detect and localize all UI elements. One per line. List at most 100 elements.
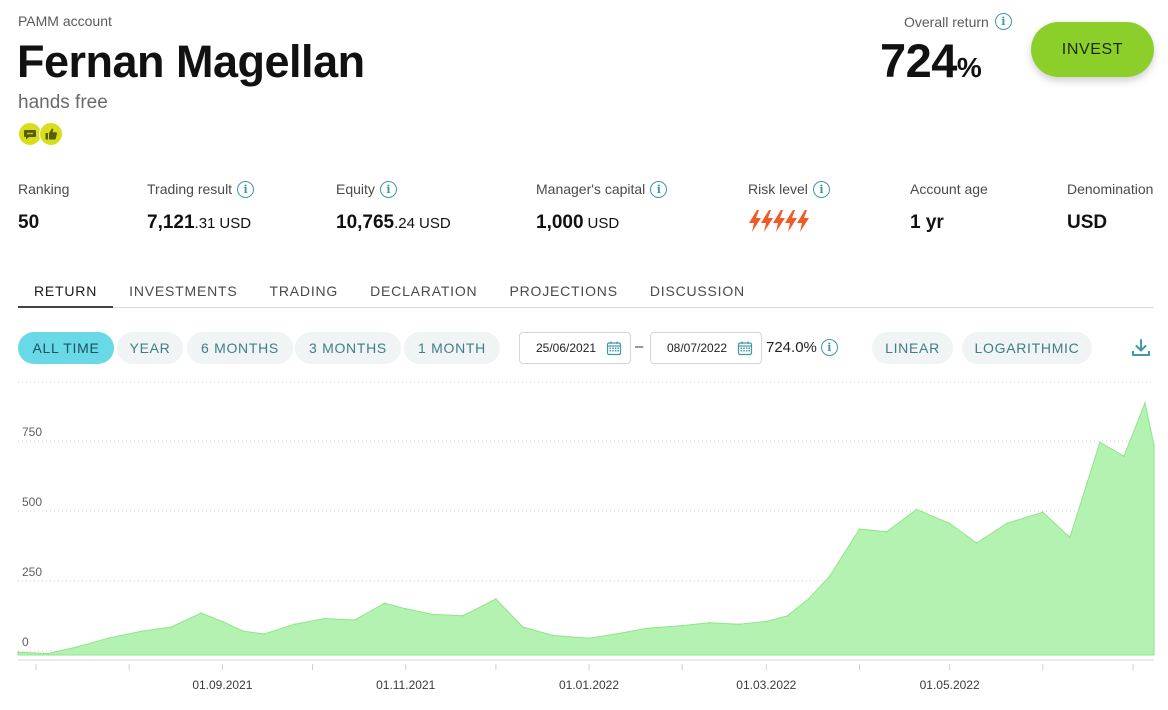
data-point	[858, 528, 861, 530]
date-to-value: 08/07/2022	[667, 341, 728, 355]
lightning-icon	[785, 210, 797, 232]
data-point	[17, 651, 19, 653]
range-year-button[interactable]: YEAR	[117, 332, 183, 364]
stat-value: 1 yr	[910, 212, 944, 233]
data-point	[323, 617, 326, 620]
tab-discussion[interactable]: DISCUSSION	[649, 283, 745, 299]
data-point	[681, 624, 683, 627]
stat-label-row: Risk level i	[748, 180, 830, 198]
range-all-time-button[interactable]: ALL TIME	[18, 332, 114, 364]
data-point	[353, 619, 356, 621]
data-point	[708, 622, 710, 624]
range-1-month-button[interactable]: 1 MONTH	[404, 332, 500, 364]
period-return: 724.0% i	[766, 339, 838, 356]
data-point	[522, 626, 524, 628]
data-point	[1069, 536, 1071, 539]
stat-risk-level: Risk level i	[748, 180, 830, 234]
account-name: Fernan Magellan	[17, 36, 365, 87]
data-point	[885, 531, 888, 533]
date-to-input[interactable]: 08/07/2022	[650, 332, 762, 364]
data-point	[431, 613, 434, 616]
period-return-value: 724.0%	[766, 339, 817, 356]
stat-value: 10,765.24 USD	[336, 212, 451, 234]
stat-ranking: Ranking 50	[18, 180, 69, 234]
tab-declaration[interactable]: DECLARATION	[370, 283, 478, 299]
stat-account-age: Account age 1 yr	[910, 180, 988, 234]
info-icon[interactable]: i	[812, 180, 830, 198]
tab-return[interactable]: RETURN	[18, 280, 114, 308]
data-point	[807, 598, 810, 600]
data-point	[170, 626, 173, 628]
lightning-icon	[797, 210, 809, 232]
data-point	[1005, 522, 1008, 525]
stat-label: Equity	[336, 181, 375, 197]
tab-investments[interactable]: INVESTMENTS	[129, 283, 238, 299]
data-point	[77, 645, 79, 648]
info-icon[interactable]: i	[994, 13, 1012, 30]
overall-return-number: 724	[880, 34, 957, 87]
data-point	[1123, 455, 1125, 458]
risk-level-indicator	[748, 210, 830, 234]
data-point	[738, 623, 741, 625]
invest-button[interactable]: INVEST	[1031, 22, 1154, 77]
stat-label: Manager's capital	[536, 181, 646, 197]
data-point	[107, 637, 109, 639]
data-point	[200, 612, 203, 614]
badges	[18, 122, 63, 146]
account-type-label: PAMM account	[18, 13, 112, 29]
range-3-months-button[interactable]: 3 MONTHS	[295, 332, 401, 364]
overall-return-value: 724%	[880, 33, 982, 88]
info-icon[interactable]: i	[820, 339, 838, 356]
x-tick-label: 01.09.2021	[192, 678, 252, 692]
y-tick-label: 250	[22, 565, 42, 579]
stat-denomination: Denomination USD	[1067, 180, 1153, 234]
stat-value: 50	[18, 212, 40, 233]
date-from-value: 25/06/2021	[536, 341, 597, 355]
value-dec: .24	[394, 215, 415, 232]
x-tick-label: 01.01.2022	[559, 678, 619, 692]
data-point	[588, 637, 590, 639]
info-icon[interactable]: i	[379, 180, 397, 198]
stat-value: USD	[1067, 212, 1108, 233]
data-point	[915, 508, 918, 511]
y-tick-label: 750	[22, 425, 42, 439]
scale-linear-button[interactable]: LINEAR	[872, 332, 953, 364]
data-point	[263, 633, 266, 635]
data-point	[828, 575, 831, 578]
data-point	[404, 608, 407, 610]
value-currency: USD	[418, 215, 451, 232]
stat-label: Ranking	[18, 181, 70, 197]
date-from-input[interactable]: 25/06/2021	[519, 332, 631, 364]
stat-label-row: Equity i	[336, 180, 451, 198]
scale-logarithmic-button[interactable]: LOGARITHMIC	[962, 332, 1092, 364]
range-6-months-button[interactable]: 6 MONTHS	[187, 332, 293, 364]
stat-label: Denomination	[1067, 181, 1154, 197]
section-tabs: RETURN INVESTMENTS TRADING DECLARATION P…	[18, 280, 1154, 308]
return-chart: 0 250 500 750 01.09.2021 01.11.2021 01.01.2022…	[17, 381, 1155, 692]
data-point	[140, 630, 142, 632]
info-icon[interactable]: i	[237, 180, 255, 198]
stat-label: Risk level	[748, 181, 808, 197]
data-point	[47, 652, 49, 655]
x-tick-label: 01.05.2022	[920, 678, 980, 692]
value-int: 1,000	[536, 212, 584, 233]
data-point	[462, 615, 464, 617]
info-icon[interactable]: i	[650, 180, 668, 198]
data-point	[1144, 402, 1146, 404]
x-tick-label: 01.11.2021	[376, 678, 435, 692]
overall-return-label: Overall return i	[904, 13, 1012, 30]
data-point	[1153, 444, 1155, 446]
download-icon[interactable]	[1131, 338, 1151, 363]
value-int: 10,765	[336, 212, 395, 233]
stat-trading-result: Trading result i 7,121.31 USD	[147, 180, 255, 234]
calendar-icon	[606, 341, 622, 356]
data-point	[293, 623, 296, 625]
overall-return-unit: %	[956, 52, 982, 83]
stat-label: Trading result	[147, 181, 233, 197]
value-currency: USD	[587, 215, 620, 232]
data-point	[786, 615, 789, 617]
date-separator: –	[635, 338, 644, 355]
tab-trading[interactable]: TRADING	[269, 283, 339, 299]
thumbs-up-icon	[39, 122, 63, 146]
tab-projections[interactable]: PROJECTIONS	[509, 283, 618, 299]
